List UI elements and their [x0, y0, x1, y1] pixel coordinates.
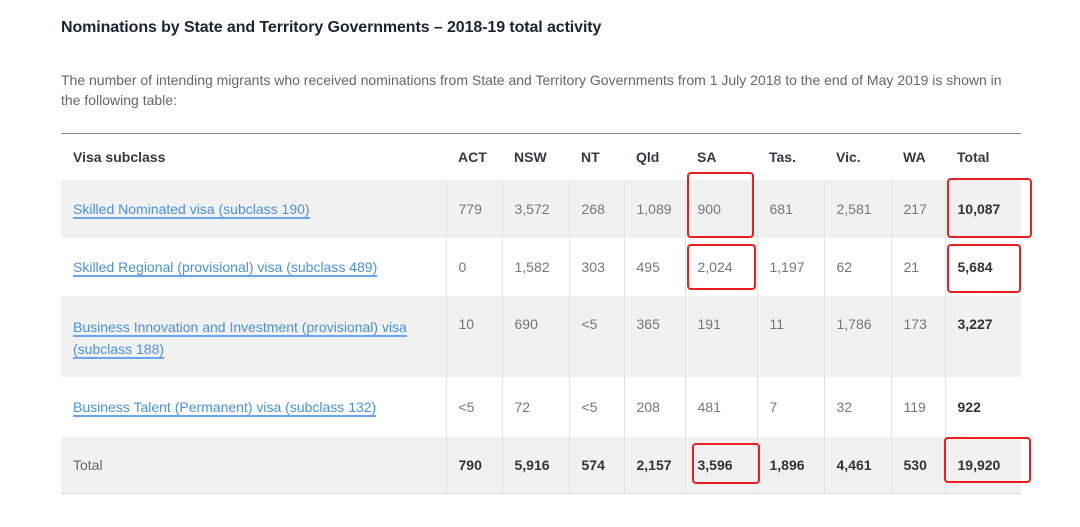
cell-nt: 574 [568, 437, 624, 494]
cell-vic: 62 [823, 238, 891, 296]
cell-qld: 208 [623, 377, 685, 437]
cell-nsw: 690 [501, 296, 569, 377]
header-act: ACT [458, 149, 487, 165]
cell-wa: 119 [890, 377, 945, 437]
header-nt: NT [581, 149, 600, 165]
cell-sa: 2,024 [684, 238, 757, 296]
cell-total: 5,684 [944, 238, 1021, 296]
cell-tas: 1,896 [756, 437, 824, 494]
visa-link-132[interactable]: Business Talent (Permanent) visa (subcla… [73, 399, 377, 417]
cell-qld: 365 [623, 296, 685, 377]
cell-tas: 1,197 [756, 238, 824, 296]
cell-nt: 303 [568, 238, 624, 296]
table-row: Skilled Nominated visa (subclass 190) 77… [61, 180, 1021, 238]
header-sa: SA [697, 149, 717, 165]
intro-paragraph: The number of intending migrants who rec… [61, 72, 1002, 108]
cell-sa: 3,596 [684, 437, 757, 494]
table-row: Business Innovation and Investment (prov… [61, 296, 1021, 377]
cell-vic: 32 [823, 377, 891, 437]
cell-wa: 217 [890, 180, 945, 238]
cell-tas: 681 [756, 180, 824, 238]
cell-nsw: 1,582 [501, 238, 569, 296]
nominations-table-container: Visa subclass ACT NSW NT Qld SA Tas. Vic… [61, 133, 1021, 494]
cell-wa: 530 [890, 437, 945, 494]
cell-sa: 191 [684, 296, 757, 377]
cell-wa: 173 [890, 296, 945, 377]
header-total: Total [957, 149, 990, 165]
cell-total: 10,087 [944, 180, 1021, 238]
header-tas: Tas. [769, 149, 796, 165]
cell-nsw: 3,572 [501, 180, 569, 238]
header-nsw: NSW [514, 149, 547, 165]
cell-grand-total: 19,920 [944, 437, 1021, 494]
cell-qld: 2,157 [623, 437, 685, 494]
cell-nsw: 5,916 [501, 437, 569, 494]
cell-qld: 495 [623, 238, 685, 296]
cell-nt: <5 [568, 377, 624, 437]
cell-vic: 2,581 [823, 180, 891, 238]
cell-total: 3,227 [944, 296, 1021, 377]
cell-nt: 268 [568, 180, 624, 238]
nominations-table: Visa subclass ACT NSW NT Qld SA Tas. Vic… [61, 134, 1021, 494]
cell-vic: 4,461 [823, 437, 891, 494]
page-title: Nominations by State and Territory Gover… [61, 19, 602, 36]
cell-nsw: 72 [501, 377, 569, 437]
header-vic: Vic. [836, 149, 861, 165]
table-total-row: Total 790 5,916 574 2,157 3,596 1,896 4,… [61, 437, 1021, 494]
cell-act: <5 [445, 377, 502, 437]
cell-act: 10 [445, 296, 502, 377]
cell-wa: 21 [890, 238, 945, 296]
cell-act: 779 [445, 180, 502, 238]
table-row: Skilled Regional (provisional) visa (sub… [61, 238, 1021, 296]
cell-vic: 1,786 [823, 296, 891, 377]
visa-link-489[interactable]: Skilled Regional (provisional) visa (sub… [73, 259, 378, 277]
header-qld: Qld [636, 149, 660, 165]
table-header-row: Visa subclass ACT NSW NT Qld SA Tas. Vic… [61, 134, 1021, 180]
cell-act: 0 [445, 238, 502, 296]
visa-link-188[interactable]: Business Innovation and Investment (prov… [73, 319, 407, 359]
total-row-label: Total [61, 437, 446, 494]
cell-act: 790 [445, 437, 502, 494]
visa-link-190[interactable]: Skilled Nominated visa (subclass 190) [73, 201, 310, 219]
table-row: Business Talent (Permanent) visa (subcla… [61, 377, 1021, 437]
header-wa: WA [903, 149, 926, 165]
cell-sa: 481 [684, 377, 757, 437]
cell-qld: 1,089 [623, 180, 685, 238]
cell-tas: 11 [756, 296, 824, 377]
cell-sa: 900 [684, 180, 757, 238]
cell-tas: 7 [756, 377, 824, 437]
cell-nt: <5 [568, 296, 624, 377]
header-visa-subclass: Visa subclass [73, 149, 166, 165]
cell-total: 922 [944, 377, 1021, 437]
